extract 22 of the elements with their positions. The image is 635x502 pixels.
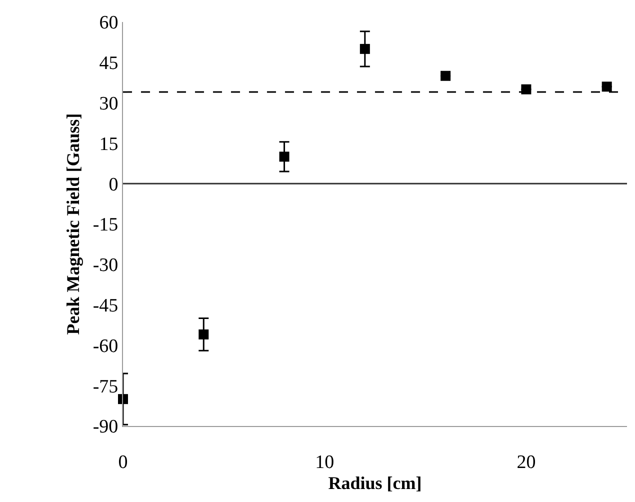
point [521, 84, 532, 94]
x-axis-title: Radius [cm] [328, 472, 422, 493]
y-tick-label: -60 [92, 336, 118, 357]
y-tick-label: -30 [92, 255, 118, 276]
y-tick-label: -75 [92, 376, 118, 398]
x-tick-label: 10 [315, 452, 334, 473]
y-tick-label: 60 [99, 12, 118, 34]
y-tick-label: 15 [99, 134, 118, 155]
y-tick-label: -45 [92, 295, 118, 316]
y-tick-label: -15 [92, 214, 118, 236]
y-tick-label: 0 [108, 174, 118, 196]
y-tick-label: 45 [99, 53, 118, 74]
y-tick-label: 30 [99, 93, 118, 114]
point [279, 152, 290, 162]
point [118, 394, 128, 404]
point [440, 70, 451, 81]
point [602, 82, 612, 92]
y-axis-title: Peak Magnetic Field [Gauss] [63, 113, 84, 335]
point [198, 329, 209, 340]
x-tick-label: 20 [516, 452, 536, 473]
y-tick-label: -90 [92, 416, 118, 438]
point [360, 44, 370, 54]
